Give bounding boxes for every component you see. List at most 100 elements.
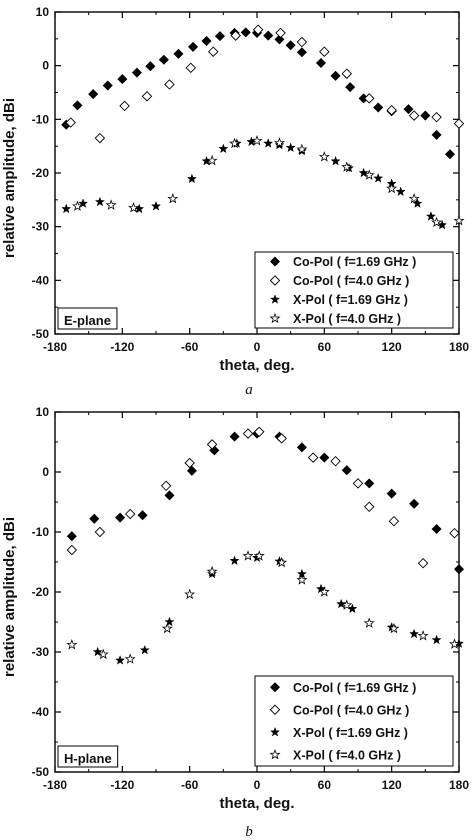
x-tick-label: -60 xyxy=(181,778,199,792)
data-point xyxy=(167,192,179,204)
x-tick-label: 120 xyxy=(382,340,402,354)
data-point xyxy=(409,628,420,639)
legend-entry: X-Pol ( f=4.0 GHz ) xyxy=(293,748,401,762)
data-point xyxy=(386,488,397,499)
data-point xyxy=(417,557,429,569)
data-point xyxy=(319,452,330,463)
data-point xyxy=(102,80,113,91)
data-point xyxy=(141,91,153,102)
data-point xyxy=(105,199,117,210)
data-point xyxy=(364,478,375,489)
data-point xyxy=(164,79,175,90)
data-point xyxy=(341,465,352,476)
data-point xyxy=(252,24,264,35)
data-point xyxy=(206,439,218,450)
data-point xyxy=(201,35,212,47)
y-tick-label: -10 xyxy=(32,525,50,539)
legend-entry: Co-Pol ( f=4.0 GHz ) xyxy=(293,274,409,288)
data-point xyxy=(453,564,465,575)
y-tick-label: -30 xyxy=(32,645,50,659)
legend-entry: Co-Pol ( f=1.69 GHz ) xyxy=(293,681,416,695)
x-tick-label: -120 xyxy=(110,340,134,354)
data-point xyxy=(373,102,384,113)
data-point xyxy=(275,27,286,39)
data-point xyxy=(161,622,173,634)
data-point xyxy=(307,452,319,463)
data-point xyxy=(184,588,196,600)
legend-marker xyxy=(269,294,281,304)
data-point xyxy=(363,617,375,628)
y-tick-label: -30 xyxy=(32,220,50,234)
data-point xyxy=(115,512,126,523)
data-point xyxy=(218,143,229,154)
panel-caption: a xyxy=(245,382,253,398)
data-point xyxy=(240,27,251,38)
data-point xyxy=(124,653,136,664)
y-tick-label: -10 xyxy=(32,112,50,126)
y-axis-title: relative amplitude, dBi xyxy=(1,517,18,677)
panel-caption: b xyxy=(245,824,253,840)
plane-label-box xyxy=(57,307,118,330)
data-point xyxy=(330,155,341,166)
legend-marker xyxy=(269,748,281,760)
y-tick-label: -20 xyxy=(32,585,50,599)
data-point xyxy=(137,510,148,521)
legend-entry: Co-Pol ( f=4.0 GHz ) xyxy=(293,703,409,717)
data-point xyxy=(94,526,106,538)
data-point xyxy=(66,531,77,542)
data-point xyxy=(345,82,356,93)
data-point xyxy=(453,214,465,226)
data-point xyxy=(128,202,140,213)
data-point xyxy=(89,513,100,524)
series-1 xyxy=(66,428,465,575)
data-point xyxy=(117,74,128,85)
data-point xyxy=(408,110,420,121)
y-tick-label: -20 xyxy=(32,166,50,180)
data-point xyxy=(358,167,369,178)
data-point xyxy=(207,46,219,57)
data-point xyxy=(373,173,384,183)
x-axis-title: theta, deg. xyxy=(219,795,294,812)
legend-entry: X-Pol ( f=1.69 GHz ) xyxy=(293,726,408,740)
data-point xyxy=(184,457,195,469)
data-point xyxy=(318,586,330,597)
data-point xyxy=(72,100,83,111)
data-point xyxy=(158,54,169,65)
data-point xyxy=(242,550,254,561)
series-4 xyxy=(71,135,465,228)
data-point xyxy=(431,634,442,645)
plane-label-box xyxy=(57,745,119,768)
data-point xyxy=(173,48,184,59)
data-point xyxy=(229,431,240,442)
data-point xyxy=(186,173,197,184)
data-point xyxy=(388,515,400,527)
y-tick-label: -40 xyxy=(32,705,50,719)
data-point xyxy=(119,100,130,112)
data-point xyxy=(296,36,308,48)
data-point xyxy=(285,40,296,51)
data-point xyxy=(229,555,240,566)
x-tick-label: -120 xyxy=(110,778,134,792)
data-point xyxy=(253,550,265,561)
data-point xyxy=(263,30,274,41)
x-tick-label: 0 xyxy=(254,778,261,792)
data-point xyxy=(408,192,420,204)
legend-entry: Co-Pol ( f=1.69 GHz ) xyxy=(293,255,416,269)
data-point xyxy=(417,630,429,641)
legend-marker xyxy=(269,682,281,693)
data-point xyxy=(66,544,78,556)
chart-panel-1: -180 -120 -60 0 60 120 180 10 0 -10 -20 -30 -40 -50 th… xyxy=(1,5,469,398)
y-tick-label: 10 xyxy=(36,5,50,19)
data-point xyxy=(319,46,330,57)
data-point xyxy=(273,137,285,148)
series-3 xyxy=(92,552,465,665)
x-tick-label: 60 xyxy=(318,778,332,792)
data-point xyxy=(131,67,142,78)
data-point xyxy=(431,216,443,228)
series-2 xyxy=(65,24,465,144)
plane-label: E-plane xyxy=(64,313,111,328)
data-point xyxy=(124,508,136,520)
data-point xyxy=(77,198,89,208)
data-point xyxy=(341,599,353,610)
x-tick-label: 60 xyxy=(318,340,332,354)
